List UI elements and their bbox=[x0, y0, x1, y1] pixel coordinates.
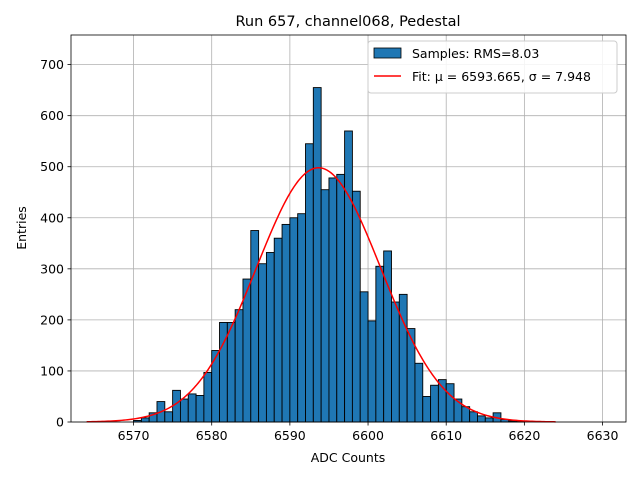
histogram-bar bbox=[179, 398, 189, 423]
legend-label-fit: Fit: μ = 6593.665, σ = 7.948 bbox=[412, 69, 591, 84]
histogram-bar bbox=[250, 230, 260, 423]
histogram-bar bbox=[484, 417, 494, 423]
histogram-bar bbox=[172, 389, 181, 423]
histogram-bar bbox=[265, 252, 275, 423]
histogram-bar bbox=[469, 411, 478, 423]
histogram-bar bbox=[477, 415, 486, 423]
x-tick-label: 6630 bbox=[587, 428, 619, 443]
histogram-bar bbox=[203, 372, 213, 423]
x-tick-label: 6610 bbox=[430, 428, 462, 443]
y-tick-label: 200 bbox=[40, 312, 64, 327]
x-tick-label: 6590 bbox=[274, 428, 306, 443]
y-tick-label: 600 bbox=[40, 108, 64, 123]
y-tick-label: 300 bbox=[40, 261, 64, 276]
histogram-bar bbox=[422, 396, 432, 423]
histogram-bar bbox=[445, 383, 455, 423]
histogram-bar bbox=[391, 301, 400, 423]
histogram-bar bbox=[187, 393, 197, 423]
histogram-bar bbox=[305, 143, 314, 423]
x-axis-label: ADC Counts bbox=[311, 450, 386, 465]
x-tick-label: 6620 bbox=[508, 428, 540, 443]
histogram-bar bbox=[312, 87, 322, 423]
fit-curve-layer bbox=[86, 167, 556, 423]
histogram-bar bbox=[234, 309, 244, 423]
histogram-bar bbox=[140, 417, 150, 423]
axes-frame bbox=[70, 34, 627, 423]
histogram-bar bbox=[336, 173, 346, 423]
histogram-bar bbox=[453, 398, 463, 423]
y-axis-label: Entries bbox=[14, 206, 29, 250]
histogram-bar bbox=[281, 223, 291, 423]
x-tick-label: 6600 bbox=[352, 428, 384, 443]
legend: Samples: RMS=8.03 Fit: μ = 6593.665, σ =… bbox=[367, 40, 618, 94]
x-tick-label: 6570 bbox=[118, 428, 150, 443]
axis-ticks: 6570 6580 6590 6600 6610 6620 6630 0 100 200 300 40… bbox=[40, 57, 618, 443]
histogram-bar bbox=[258, 263, 267, 423]
gaussian-fit-curve bbox=[86, 167, 556, 423]
histogram-bar bbox=[351, 190, 361, 423]
histogram-bar bbox=[359, 291, 369, 423]
y-tick-label: 0 bbox=[56, 415, 64, 430]
histogram-bar bbox=[328, 177, 338, 423]
histogram-bar bbox=[414, 362, 424, 423]
legend-label-samples: Samples: RMS=8.03 bbox=[412, 46, 539, 61]
histogram-bar bbox=[430, 384, 439, 423]
legend-bar-swatch bbox=[373, 47, 402, 59]
histogram-bar bbox=[344, 130, 353, 423]
y-tick-label: 700 bbox=[40, 57, 64, 72]
histogram-bar bbox=[289, 217, 299, 423]
legend-box bbox=[367, 40, 618, 94]
y-tick-label: 100 bbox=[40, 363, 64, 378]
y-tick-label: 400 bbox=[40, 210, 64, 225]
histogram-bar bbox=[398, 293, 408, 423]
histogram-bar bbox=[195, 395, 205, 423]
chart-title: Run 657, channel068, Pedestal bbox=[235, 14, 460, 30]
y-tick-label: 500 bbox=[40, 159, 64, 174]
histogram-bar bbox=[297, 213, 306, 423]
histogram-bar bbox=[375, 265, 385, 423]
histogram-bar bbox=[164, 411, 174, 423]
histogram-bar bbox=[367, 320, 377, 423]
histogram-bar bbox=[242, 278, 252, 423]
histogram-bar bbox=[320, 189, 330, 423]
histogram-bar bbox=[226, 321, 236, 423]
x-tick-label: 6580 bbox=[196, 428, 228, 443]
histogram-bar bbox=[273, 237, 283, 423]
